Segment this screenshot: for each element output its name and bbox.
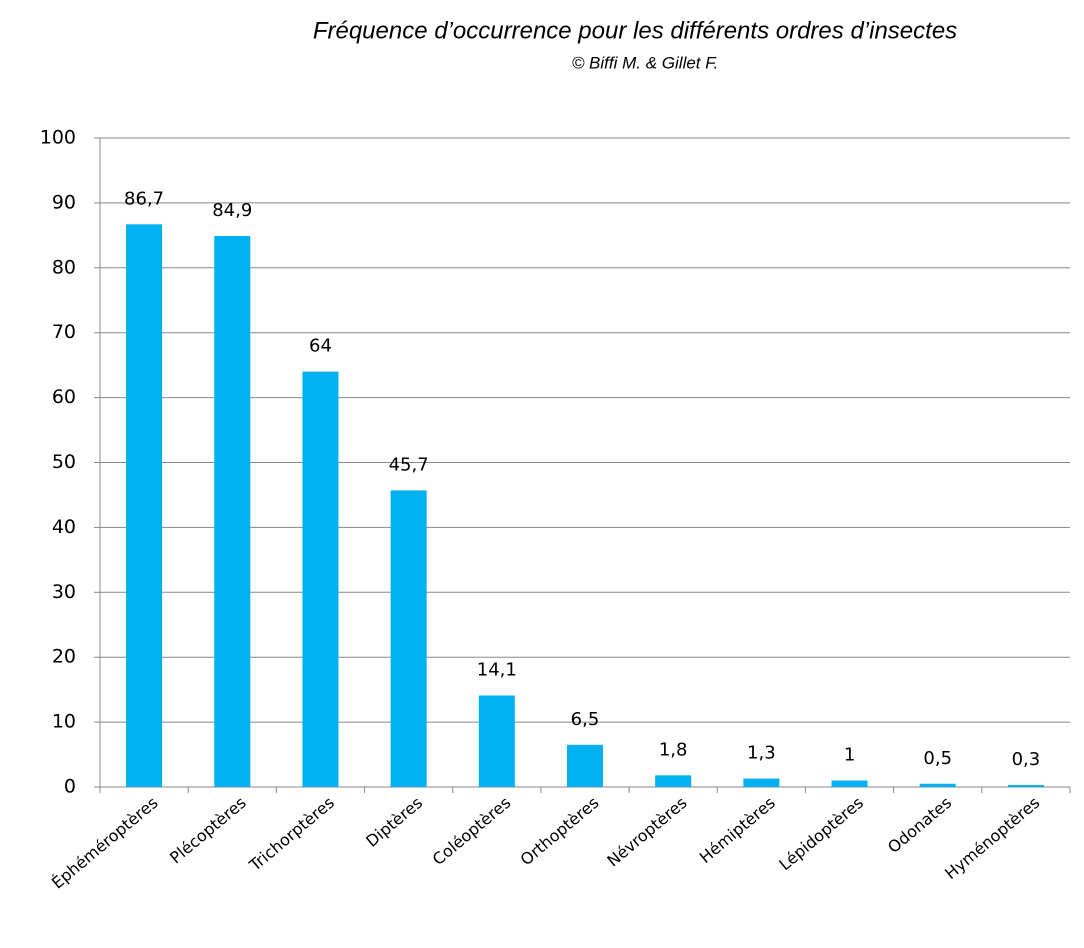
y-tick-label: 50: [52, 451, 76, 473]
value-label: 86,7: [124, 188, 164, 209]
y-tick-label: 90: [52, 191, 76, 213]
y-tick-label: 30: [52, 581, 76, 603]
bar: [743, 778, 780, 787]
value-label: 84,9: [212, 200, 252, 221]
value-label: 0,3: [1012, 749, 1041, 770]
y-tick-label: 40: [52, 516, 76, 538]
x-tick-label: Trichorptères: [245, 793, 338, 875]
y-tick-label: 80: [52, 256, 76, 278]
value-label: 14,1: [477, 659, 517, 680]
x-tick-label: Diptères: [362, 793, 426, 851]
x-tick-label: Hémiptères: [696, 793, 779, 867]
y-tick-label: 10: [52, 711, 76, 733]
x-tick-label: Orthoptères: [517, 793, 603, 869]
y-tick-label: 20: [52, 646, 76, 668]
x-tick-label: Lépidoptères: [775, 793, 867, 874]
bar: [831, 780, 868, 787]
value-label: 1,8: [659, 739, 688, 760]
x-tick-label: Plécoptères: [166, 793, 250, 867]
bar: [214, 235, 251, 787]
bar: [126, 224, 163, 787]
y-tick-label: 60: [52, 386, 76, 408]
bar: [302, 371, 339, 787]
x-tick-label: Névroptères: [603, 793, 690, 871]
x-tick-label: Éphéméroptères: [48, 793, 162, 893]
x-tick-label: Odonates: [884, 793, 955, 857]
value-label: 1,3: [747, 743, 776, 764]
x-tick-label: Coléoptères: [429, 793, 515, 869]
bar: [1007, 785, 1044, 787]
value-label: 6,5: [571, 709, 600, 730]
chart-title: Fréquence d’occurrence pour les différen…: [313, 17, 957, 44]
y-tick-label: 70: [52, 321, 76, 343]
bar: [390, 490, 427, 787]
bar: [919, 783, 956, 787]
value-label: 1: [844, 745, 855, 766]
bar: [567, 744, 603, 787]
y-tick-label: 100: [40, 127, 76, 149]
chart-subtitle: © Biffi M. & Gillet F.: [572, 53, 718, 72]
value-label: 45,7: [389, 454, 429, 475]
value-label: 0,5: [923, 748, 952, 769]
bar: [478, 695, 515, 787]
y-tick-label: 0: [64, 776, 76, 798]
x-tick-label: Hyménoptères: [941, 793, 1043, 883]
bar: [655, 775, 692, 787]
value-label: 64: [309, 336, 332, 357]
